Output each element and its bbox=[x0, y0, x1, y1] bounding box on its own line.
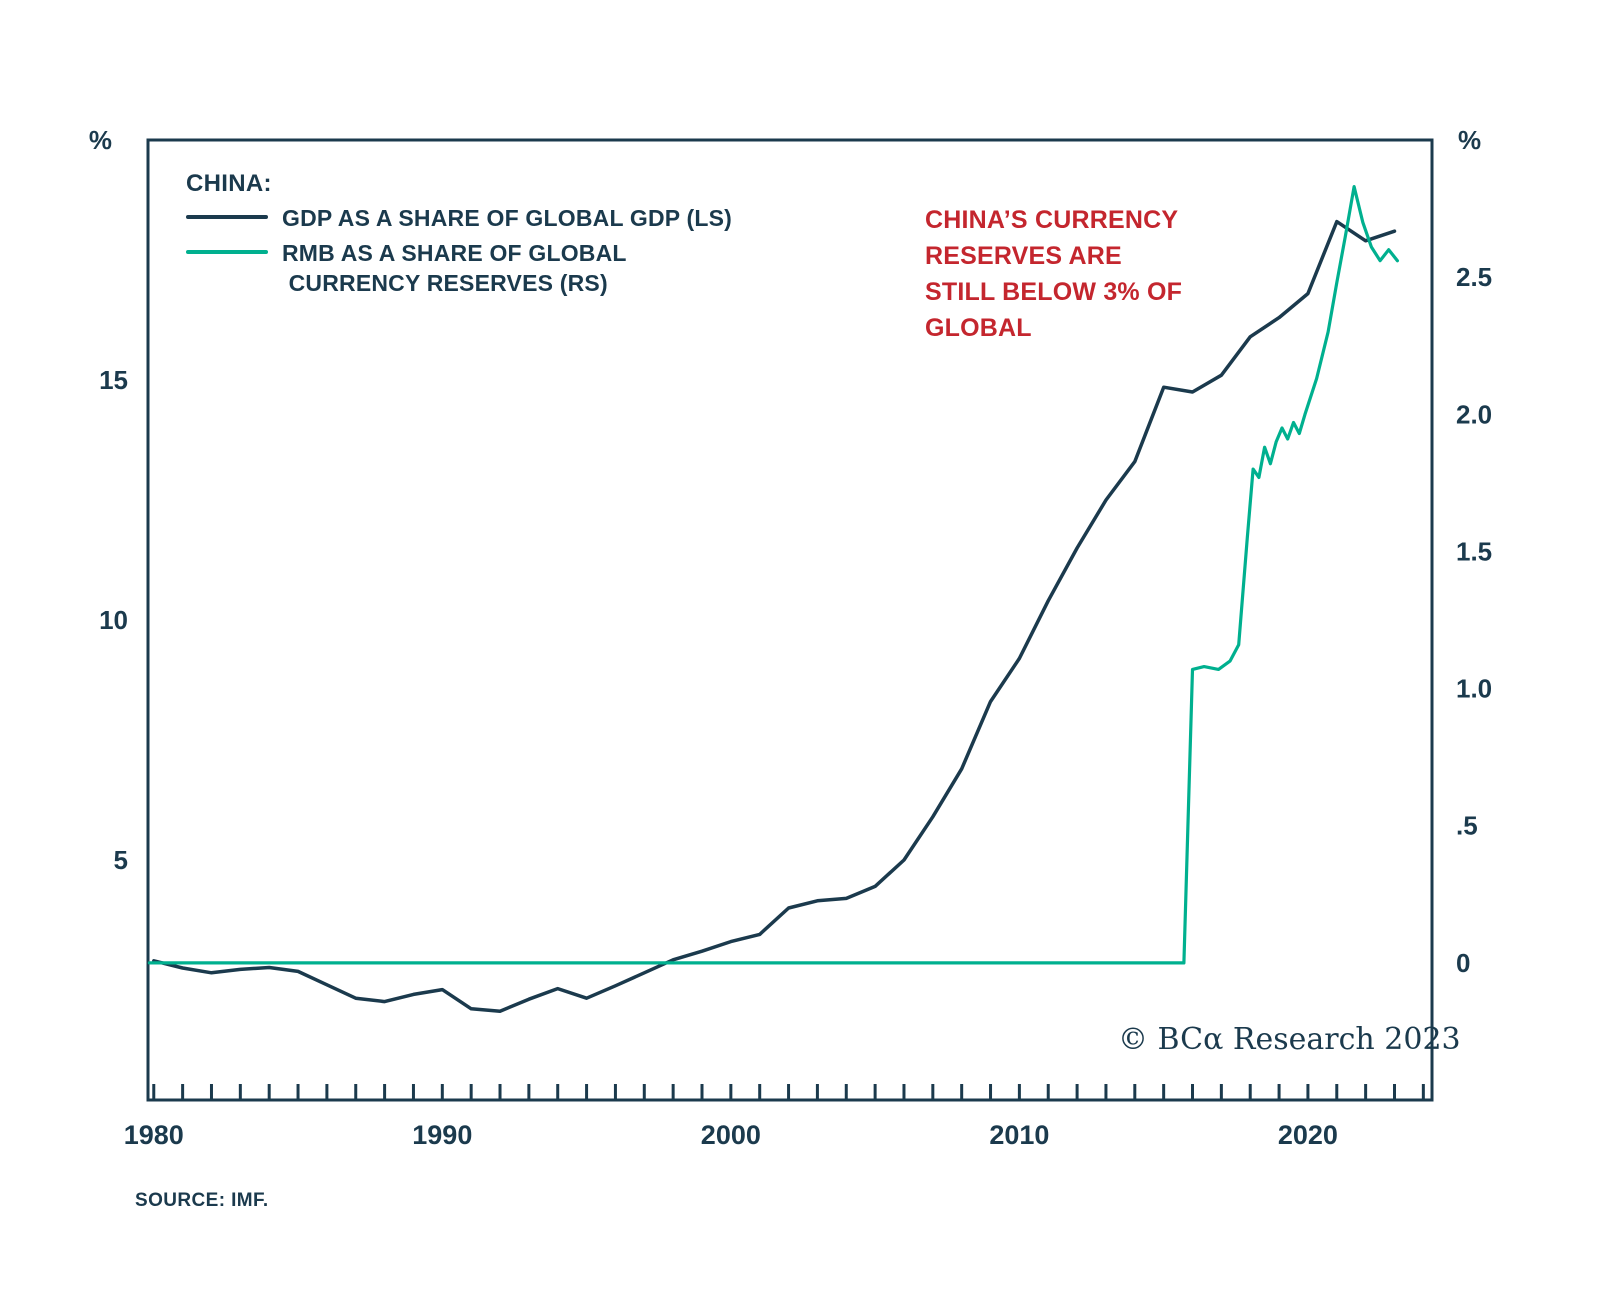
x-tick-label: 1980 bbox=[124, 1120, 184, 1150]
source-note: SOURCE: IMF. bbox=[135, 1190, 269, 1211]
legend-title: CHINA: bbox=[186, 170, 272, 197]
legend-item-rmb: RMB AS A SHARE OF GLOBAL CURRENCY RESERV… bbox=[186, 238, 732, 298]
left-axis-tick-label: 5 bbox=[114, 845, 128, 875]
legend: CHINA: GDP AS A SHARE OF GLOBAL GDP (LS)… bbox=[186, 170, 732, 298]
x-tick-label: 1990 bbox=[412, 1120, 472, 1150]
left-axis-unit: % bbox=[89, 125, 112, 155]
x-tick-label: 2020 bbox=[1278, 1120, 1338, 1150]
series-line-gdp-ls bbox=[152, 219, 1397, 1013]
legend-item-gdp: GDP AS A SHARE OF GLOBAL GDP (LS) bbox=[186, 203, 732, 233]
right-axis-tick-label: 2.0 bbox=[1456, 399, 1492, 429]
right-axis-unit: % bbox=[1458, 125, 1481, 155]
x-tick-label: 2000 bbox=[701, 1120, 761, 1150]
right-axis-tick-label: 0 bbox=[1456, 948, 1470, 978]
right-axis-tick-label: 1.5 bbox=[1456, 536, 1492, 566]
left-axis-tick-label: 15 bbox=[99, 365, 128, 395]
legend-label-gdp: GDP AS A SHARE OF GLOBAL GDP (LS) bbox=[282, 205, 733, 231]
annotation-currency-reserves: CHINA’S CURRENCY RESERVES ARE STILL BELO… bbox=[925, 206, 1183, 342]
x-tick-label: 2010 bbox=[989, 1120, 1049, 1150]
left-axis-tick-label: 10 bbox=[99, 605, 128, 635]
watermark-copyright: © BCα Research 2023 bbox=[1118, 1022, 1461, 1057]
series-line-rmb-rs bbox=[147, 185, 1400, 965]
right-axis-tick-label: 2.5 bbox=[1456, 262, 1492, 292]
gdp-line-swatch bbox=[186, 215, 268, 219]
rmb-line-swatch bbox=[186, 250, 268, 254]
legend-label-rmb: RMB AS A SHARE OF GLOBAL CURRENCY RESERV… bbox=[282, 240, 627, 296]
right-axis-tick-label: .5 bbox=[1456, 811, 1478, 841]
right-axis-tick-label: 1.0 bbox=[1456, 674, 1492, 704]
